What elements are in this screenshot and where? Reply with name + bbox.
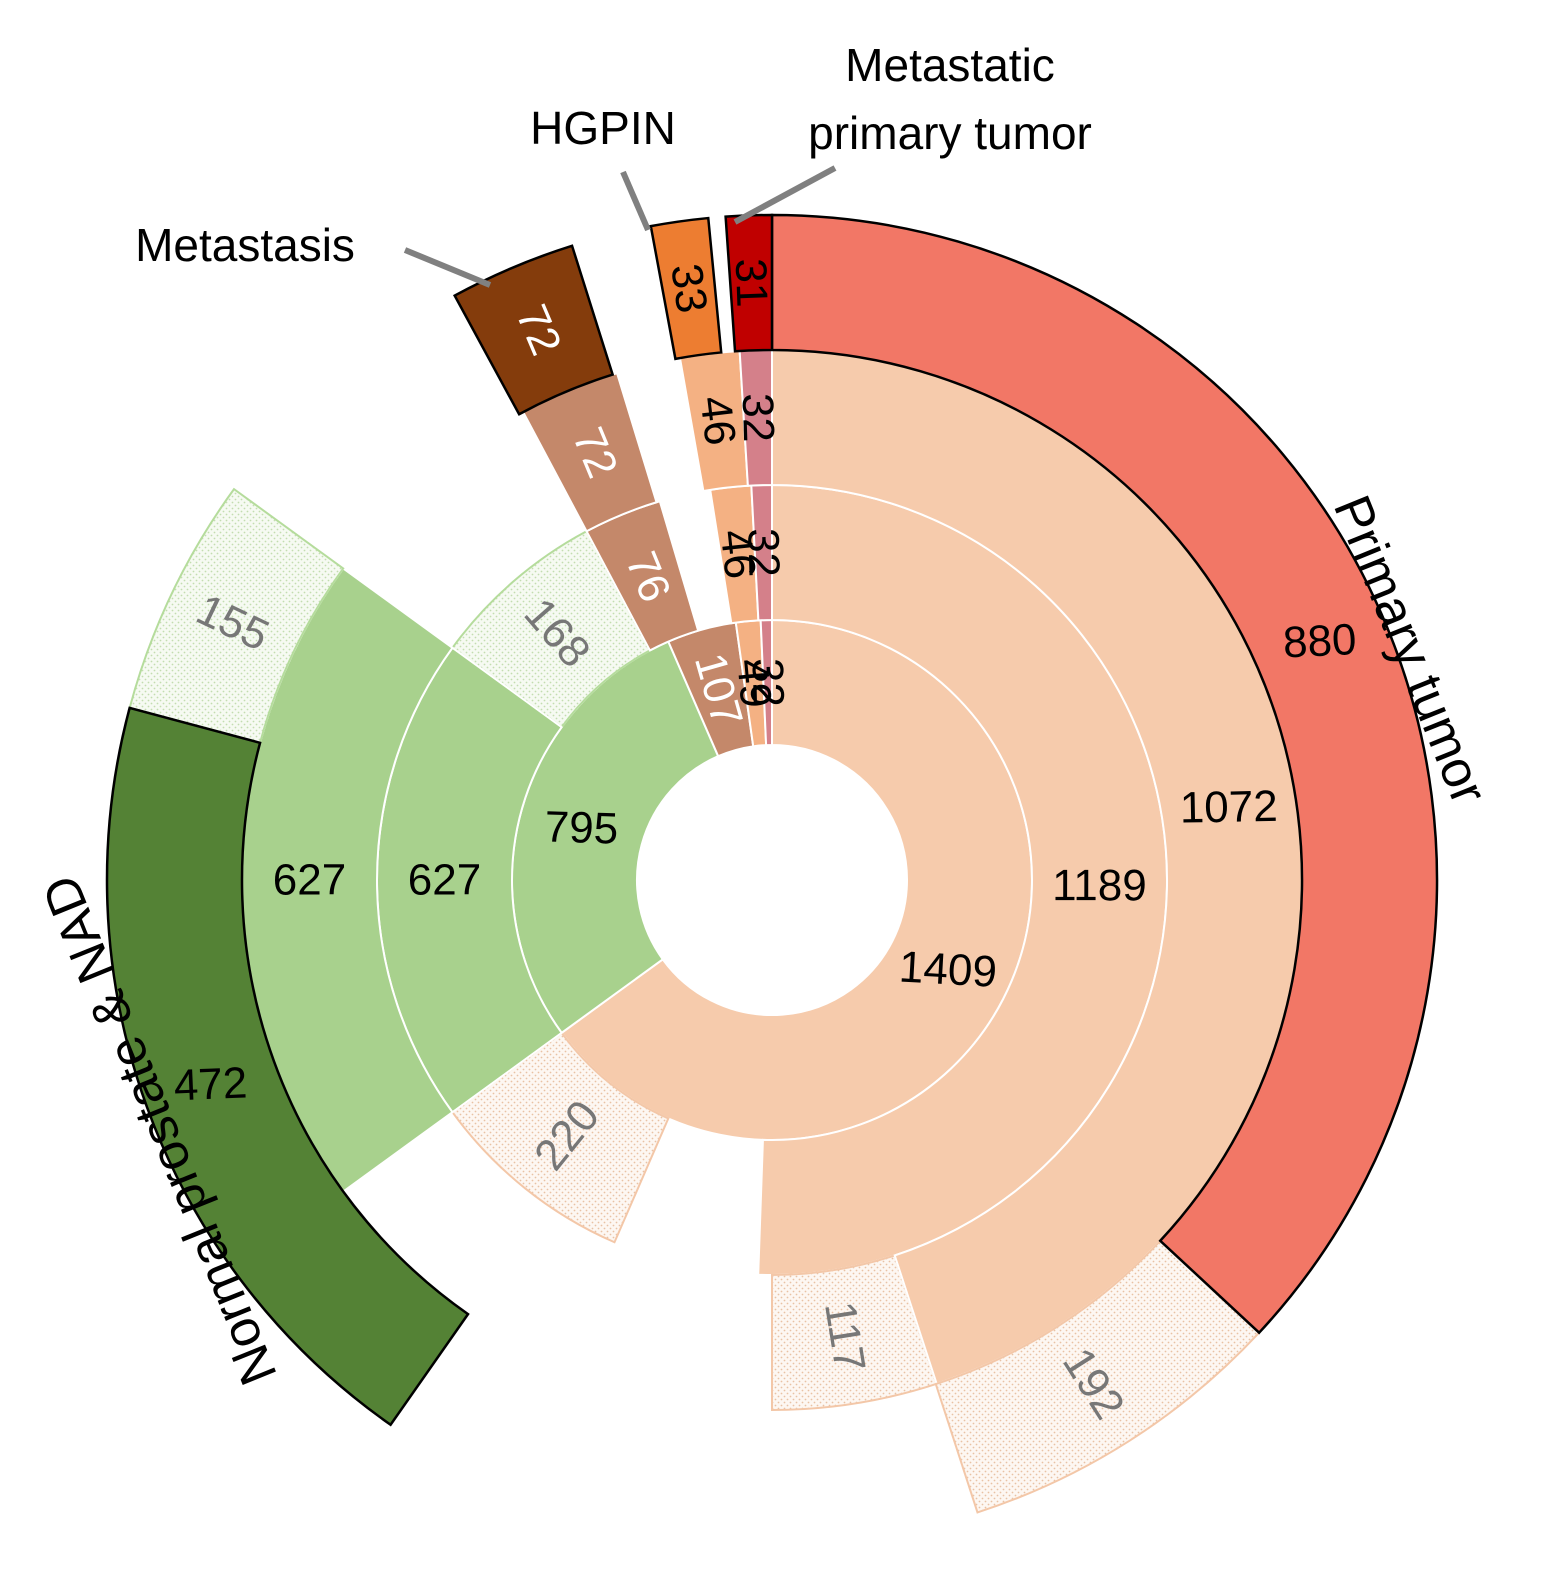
callout-leader-line — [733, 165, 837, 225]
segment-value-label: 33 — [661, 261, 716, 316]
sunburst-segment — [771, 1254, 938, 1412]
segment-value-label: 880 — [1282, 615, 1358, 668]
segment-value-label: 117 — [815, 1298, 874, 1375]
callout-label: primary tumor — [808, 107, 1092, 159]
segment-value-label: 1409 — [898, 942, 999, 996]
segment-value-label: 49 — [727, 657, 780, 710]
sunburst-segment — [934, 1239, 1261, 1514]
callout-label: Metastatic — [845, 39, 1055, 91]
callout-leader-line — [403, 247, 492, 288]
callout-label: HGPIN — [530, 102, 676, 154]
segment-value-label: 46 — [711, 527, 765, 581]
segment-value-label: 1189 — [1052, 861, 1147, 910]
segment-value-label: 46 — [690, 394, 744, 448]
segment-value-label: 472 — [173, 1058, 248, 1110]
segment-value-label: 627 — [408, 856, 481, 905]
segment-value-label: 32 — [733, 393, 783, 443]
segment-value-label: 627 — [273, 856, 346, 905]
sunburst-segment — [128, 487, 345, 745]
callout-leader-line — [620, 170, 651, 232]
sunburst-segment — [770, 213, 1439, 1335]
sunburst-segment — [649, 216, 723, 361]
segment-value-label: 31 — [726, 258, 777, 309]
segment-value-label: 32 — [743, 658, 793, 708]
sunburst-segment — [452, 244, 615, 416]
segment-value-label: 1072 — [1179, 782, 1278, 833]
segment-value-label: 795 — [544, 802, 619, 853]
segment-value-label: 32 — [738, 528, 788, 578]
sunburst-segment — [105, 706, 470, 1427]
callout-label: Metastasis — [135, 219, 355, 271]
